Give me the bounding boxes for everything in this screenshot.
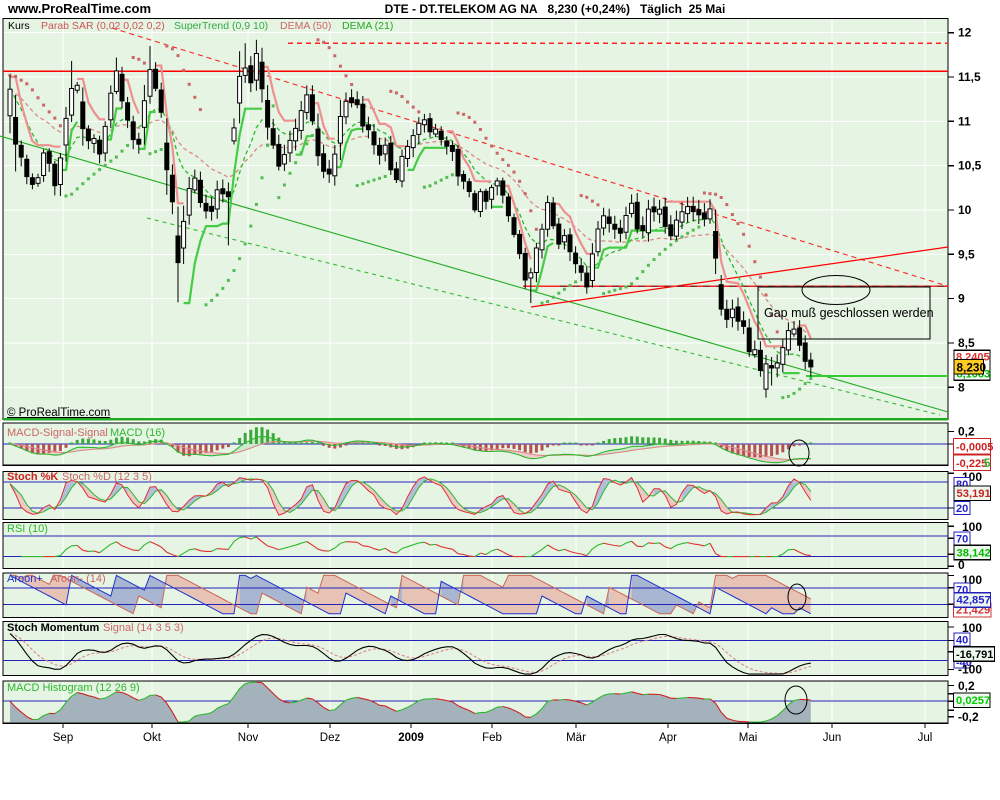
svg-text:DEMA (50): DEMA (50) bbox=[280, 20, 331, 32]
svg-text:Parab SAR (0,02 0,02 0,2): Parab SAR (0,02 0,02 0,2) bbox=[41, 20, 165, 32]
svg-text:Jun: Jun bbox=[823, 732, 842, 744]
svg-text:70: 70 bbox=[956, 534, 968, 546]
svg-text:0: 0 bbox=[958, 558, 965, 572]
svg-text:Dez: Dez bbox=[320, 732, 341, 744]
svg-text:MACD (16): MACD (16) bbox=[110, 427, 165, 439]
svg-text:8,5: 8,5 bbox=[958, 336, 975, 350]
svg-text:-16,791: -16,791 bbox=[956, 649, 993, 661]
svg-text:Apr: Apr bbox=[659, 732, 677, 744]
svg-text:SuperTrend (0,9 10): SuperTrend (0,9 10) bbox=[174, 20, 268, 32]
svg-text:12: 12 bbox=[958, 26, 972, 40]
svg-text:0,2: 0,2 bbox=[958, 425, 975, 439]
svg-text:11,5: 11,5 bbox=[958, 70, 981, 84]
svg-text:0,2: 0,2 bbox=[958, 679, 975, 693]
svg-text:Feb: Feb bbox=[482, 732, 502, 744]
svg-text:11: 11 bbox=[958, 114, 971, 128]
svg-text:Nov: Nov bbox=[238, 732, 259, 744]
svg-text:© ProRealTime.com: © ProRealTime.com bbox=[7, 407, 110, 419]
svg-text:40: 40 bbox=[956, 635, 968, 647]
svg-text:2009: 2009 bbox=[398, 732, 424, 744]
svg-text:Kurs: Kurs bbox=[8, 20, 30, 32]
svg-text:DEMA (21): DEMA (21) bbox=[342, 20, 393, 32]
svg-text:-0,2: -0,2 bbox=[958, 710, 979, 724]
svg-text:9: 9 bbox=[958, 292, 965, 306]
svg-text:5: 5 bbox=[984, 458, 991, 470]
svg-text:8,230: 8,230 bbox=[957, 360, 987, 374]
svg-text:100: 100 bbox=[962, 520, 982, 534]
svg-text:-0,225: -0,225 bbox=[956, 458, 987, 470]
svg-text:Stoch %K: Stoch %K bbox=[7, 471, 58, 483]
svg-text:www.ProRealTime.com: www.ProRealTime.com bbox=[7, 1, 151, 16]
svg-text:-0,0005: -0,0005 bbox=[956, 442, 993, 454]
svg-text:9,5: 9,5 bbox=[958, 247, 975, 261]
svg-text:RSI (10): RSI (10) bbox=[7, 523, 48, 535]
svg-text:10: 10 bbox=[958, 203, 972, 217]
svg-text:Okt: Okt bbox=[143, 732, 162, 744]
svg-text:Sep: Sep bbox=[53, 732, 73, 744]
svg-text:100: 100 bbox=[962, 621, 982, 635]
svg-text:Jul: Jul bbox=[918, 732, 933, 744]
svg-text:-100: -100 bbox=[958, 663, 982, 677]
svg-text:MACD-Signal-Signal: MACD-Signal-Signal bbox=[7, 427, 108, 439]
svg-text:Mär: Mär bbox=[566, 732, 586, 744]
svg-text:Mai: Mai bbox=[739, 732, 758, 744]
svg-text:Aroon- (14): Aroon- (14) bbox=[50, 573, 106, 585]
svg-text:42,857: 42,857 bbox=[957, 595, 991, 607]
svg-text:38,142: 38,142 bbox=[957, 547, 991, 559]
svg-text:0,0257: 0,0257 bbox=[956, 695, 990, 707]
svg-text:Signal (14 3 5 3): Signal (14 3 5 3) bbox=[103, 622, 184, 634]
svg-text:MACD Histogram (12 26 9): MACD Histogram (12 26 9) bbox=[7, 682, 140, 694]
svg-text:Gap muß geschlossen werden: Gap muß geschlossen werden bbox=[764, 306, 934, 320]
svg-text:DTE - DT.TELEKOM AG NA 8,230: DTE - DT.TELEKOM AG NA 8,230 (+0,24%) Tä… bbox=[385, 2, 726, 16]
svg-text:53,191: 53,191 bbox=[957, 488, 991, 500]
svg-text:Stoch Momentum: Stoch Momentum bbox=[7, 622, 99, 634]
svg-text:20: 20 bbox=[956, 503, 968, 515]
svg-text:Stoch %D (12 3 5): Stoch %D (12 3 5) bbox=[62, 471, 152, 483]
svg-text:10,5: 10,5 bbox=[958, 159, 982, 173]
svg-text:8: 8 bbox=[958, 380, 965, 394]
svg-text:Aroon+: Aroon+ bbox=[7, 573, 43, 585]
